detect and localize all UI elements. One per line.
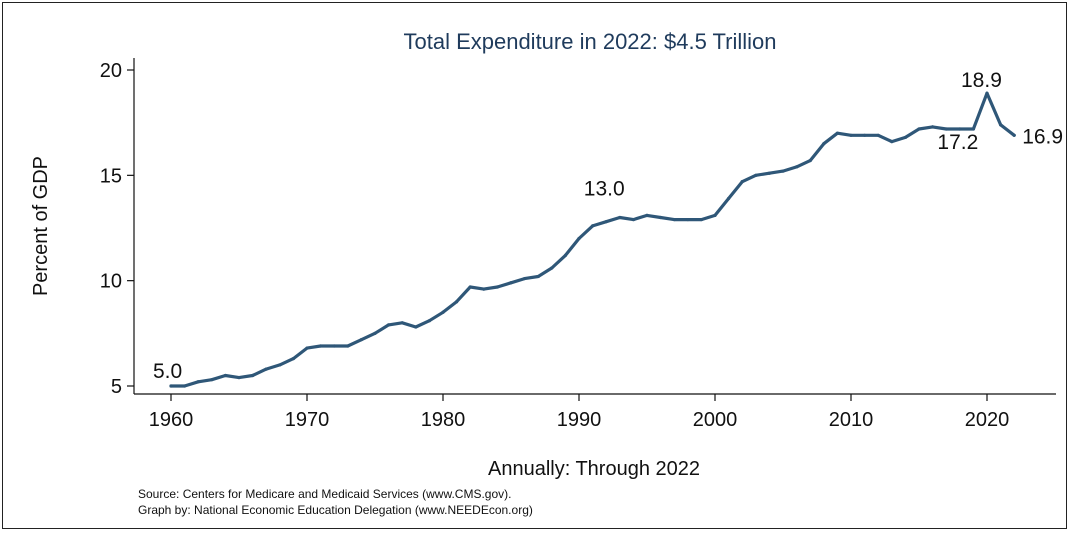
data-point <box>863 133 867 137</box>
data-point <box>985 91 989 95</box>
data-point <box>482 287 486 291</box>
data-point <box>890 140 894 144</box>
data-label: 16.9 <box>1022 125 1063 148</box>
x-tick-label: 1960 <box>149 409 194 431</box>
x-tick-label: 1980 <box>421 409 466 431</box>
data-point <box>400 321 404 325</box>
data-point <box>509 281 513 285</box>
data-point <box>387 323 391 327</box>
source-note: Source: Centers for Medicare and Medicai… <box>138 487 511 501</box>
series-points <box>169 91 1016 388</box>
data-point <box>455 300 459 304</box>
data-point <box>414 325 418 329</box>
data-point <box>740 180 744 184</box>
data-point <box>1012 133 1016 137</box>
data-label: 5.0 <box>153 360 182 383</box>
data-point <box>278 363 282 367</box>
data-point <box>346 344 350 348</box>
data-point <box>550 266 554 270</box>
y-tick-label: 10 <box>100 271 122 293</box>
data-point <box>563 253 568 257</box>
data-point <box>944 127 948 131</box>
x-tick-label: 2010 <box>829 409 874 431</box>
data-point <box>849 133 853 137</box>
data-point <box>441 310 445 314</box>
data-point <box>931 125 935 129</box>
x-ticks: 1960 1970 1980 1990 2000 2010 2020 <box>149 394 1010 431</box>
data-point <box>754 173 758 177</box>
data-point <box>999 123 1003 127</box>
data-point <box>781 169 785 173</box>
data-point <box>427 319 431 323</box>
data-point <box>659 215 663 220</box>
series-line <box>169 91 1016 388</box>
data-point <box>196 380 200 384</box>
data-point <box>223 373 227 378</box>
x-tick-label: 2020 <box>965 409 1010 431</box>
data-label: 13.0 <box>584 177 625 200</box>
data-point <box>618 215 622 220</box>
data-point <box>822 142 826 146</box>
data-label: 18.9 <box>961 69 1002 92</box>
data-point <box>727 196 731 201</box>
y-tick-label: 15 <box>100 165 122 187</box>
data-point <box>169 384 173 388</box>
y-tick-label: 5 <box>111 376 122 398</box>
data-point <box>237 375 241 380</box>
data-point <box>631 217 636 222</box>
data-point <box>645 213 649 217</box>
data-point <box>876 133 880 137</box>
y-tick-label: 20 <box>100 60 122 82</box>
data-point <box>210 378 214 382</box>
x-tick-label: 1970 <box>285 409 330 431</box>
data-label: 17.2 <box>937 131 978 154</box>
data-point <box>591 224 595 228</box>
data-point <box>305 346 309 350</box>
x-tick-label: 2000 <box>693 409 738 431</box>
data-point <box>917 127 921 131</box>
data-point <box>835 131 840 135</box>
data-point <box>373 331 377 335</box>
data-point <box>291 357 295 361</box>
data-point <box>251 373 255 378</box>
y-ticks: 5 10 15 20 <box>100 60 134 398</box>
data-point <box>686 217 690 222</box>
data-point <box>808 158 812 163</box>
chart-title: Total Expenditure in 2022: $4.5 Trillion <box>403 29 776 54</box>
data-point <box>359 338 363 342</box>
data-point <box>536 274 540 279</box>
data-point <box>699 217 704 222</box>
data-point <box>672 217 676 222</box>
data-point <box>713 213 717 217</box>
data-point <box>903 135 908 140</box>
data-point <box>183 384 187 388</box>
data-point <box>767 171 772 175</box>
x-tick-label: 1990 <box>557 409 602 431</box>
data-point <box>577 236 581 241</box>
data-point <box>495 285 499 289</box>
y-axis-label: Percent of GDP <box>30 156 52 296</box>
data-point <box>332 344 336 348</box>
data-point <box>971 127 976 131</box>
data-point <box>795 165 799 169</box>
graph-by-note: Graph by: National Economic Education De… <box>138 503 533 517</box>
data-point <box>604 220 608 224</box>
data-point <box>958 127 962 131</box>
data-point <box>468 285 472 289</box>
data-point <box>523 276 527 281</box>
data-point <box>264 367 268 371</box>
annotations: 5.0 13.0 18.9 17.2 16.9 <box>153 69 1063 383</box>
x-axis-label: Annually: Through 2022 <box>488 458 700 480</box>
data-point <box>319 344 323 348</box>
